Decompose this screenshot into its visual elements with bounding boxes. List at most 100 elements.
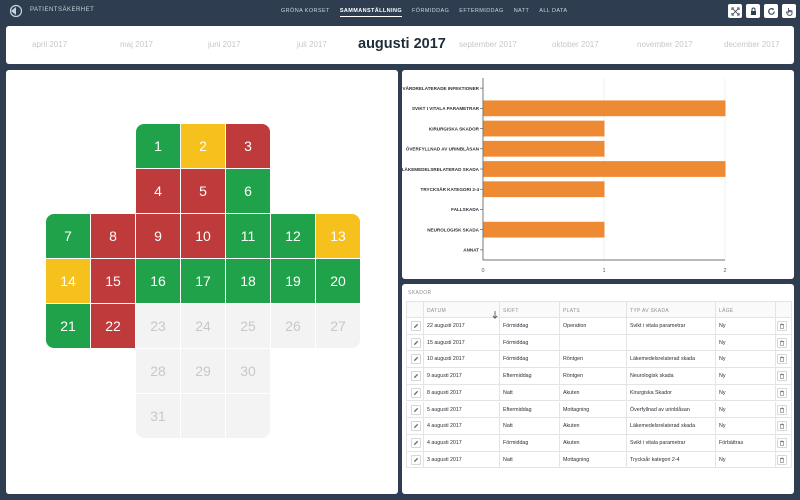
- category-label: VÅRDRELATERADE INFEKTIONER: [403, 85, 480, 91]
- calendar-day[interactable]: 31: [136, 394, 180, 438]
- table-row[interactable]: 4 augusti 2017 Förmiddag Akuten Svikt i vit…: [406, 434, 792, 452]
- calendar-day[interactable]: 20: [316, 259, 360, 303]
- month-item[interactable]: oktober 2017: [552, 40, 599, 49]
- nav-tab[interactable]: SAMMANSTÄLLNING: [335, 0, 407, 22]
- calendar-day[interactable]: 6: [226, 169, 270, 213]
- column-header[interactable]: DATUM: [427, 308, 446, 314]
- calendar-day[interactable]: 3: [226, 124, 270, 168]
- delete-button[interactable]: [777, 454, 787, 465]
- touch-mode-button[interactable]: [782, 4, 796, 18]
- calendar-day[interactable]: 29: [181, 349, 225, 393]
- calendar-day[interactable]: 26: [271, 304, 315, 348]
- edit-button[interactable]: [411, 421, 421, 432]
- calendar-day[interactable]: 21: [46, 304, 90, 348]
- column-divider: [775, 334, 776, 351]
- calendar-day[interactable]: 24: [181, 304, 225, 348]
- lock-button[interactable]: [746, 4, 760, 18]
- calendar-day[interactable]: 10: [181, 214, 225, 258]
- table-cell: 8 augusti 2017: [427, 389, 462, 396]
- edit-button[interactable]: [411, 354, 421, 365]
- month-item[interactable]: juli 2017: [297, 40, 327, 49]
- column-divider: [423, 451, 424, 468]
- category-label: FALLSKADA: [451, 207, 479, 212]
- table-cell: Mottagning: [563, 456, 590, 463]
- sort-desc-icon[interactable]: [492, 306, 498, 324]
- table-row[interactable]: 3 augusti 2017 Natt Mottagning Trycksår kat…: [406, 451, 792, 469]
- month-item[interactable]: september 2017: [459, 40, 517, 49]
- calendar-day[interactable]: 8: [91, 214, 135, 258]
- edit-button[interactable]: [411, 387, 421, 398]
- delete-button[interactable]: [777, 437, 787, 448]
- calendar-day[interactable]: 13: [316, 214, 360, 258]
- calendar-day[interactable]: 4: [136, 169, 180, 213]
- table-row[interactable]: 5 augusti 2017 Eftermiddag Mottagning Överf…: [406, 401, 792, 419]
- column-header[interactable]: SKIFT: [503, 308, 519, 314]
- calendar-day[interactable]: 9: [136, 214, 180, 258]
- table-cell: Förmiddag: [503, 356, 529, 363]
- calendar-day[interactable]: 14: [46, 259, 90, 303]
- nav-tab[interactable]: EFTERMIDDAG: [454, 0, 508, 22]
- calendar-day[interactable]: 23: [136, 304, 180, 348]
- calendar-day[interactable]: 25: [226, 304, 270, 348]
- calendar-day[interactable]: 15: [91, 259, 135, 303]
- calendar-day[interactable]: 7: [46, 214, 90, 258]
- fullscreen-button[interactable]: [728, 4, 742, 18]
- edit-button[interactable]: [411, 371, 421, 382]
- month-item[interactable]: november 2017: [637, 40, 693, 49]
- month-item[interactable]: december 2017: [724, 40, 780, 49]
- month-item[interactable]: april 2017: [32, 40, 68, 49]
- table-row[interactable]: 15 augusti 2017 Förmiddag Ny: [406, 334, 792, 352]
- calendar-day[interactable]: 16: [136, 259, 180, 303]
- calendar-day[interactable]: 1: [136, 124, 180, 168]
- table-row[interactable]: 4 augusti 2017 Natt Akuten Läkemedelsrelate…: [406, 418, 792, 435]
- calendar-day[interactable]: 30: [226, 349, 270, 393]
- column-divider: [499, 368, 500, 385]
- edit-button[interactable]: [411, 454, 421, 465]
- column-divider: [423, 434, 424, 451]
- calendar-day[interactable]: 22: [91, 304, 135, 348]
- nav-tab[interactable]: NATT: [509, 0, 535, 22]
- column-header[interactable]: TYP AV SKADA: [630, 308, 669, 314]
- calendar-day[interactable]: 2: [181, 124, 225, 168]
- column-divider: [423, 401, 424, 418]
- edit-button[interactable]: [411, 404, 421, 415]
- month-item[interactable]: juni 2017: [208, 40, 241, 49]
- calendar-day[interactable]: 19: [271, 259, 315, 303]
- table-cell: 4 augusti 2017: [427, 439, 462, 446]
- calendar-day[interactable]: 28: [136, 349, 180, 393]
- column-divider: [626, 451, 627, 468]
- table-row[interactable]: 9 augusti 2017 Eftermiddag Röntgen Neurolog…: [406, 368, 792, 385]
- table-title: SKADOR: [408, 290, 432, 296]
- calendar-day[interactable]: 17: [181, 259, 225, 303]
- nav-tab[interactable]: ALL DATA: [534, 0, 572, 22]
- table-cell: Ny: [719, 356, 726, 363]
- nav-tab[interactable]: FÖRMIDDAG: [407, 0, 454, 22]
- calendar-day[interactable]: 5: [181, 169, 225, 213]
- table-row[interactable]: 10 augusti 2017 Förmiddag Röntgen Läkemedel…: [406, 351, 792, 369]
- calendar-day[interactable]: 27: [316, 304, 360, 348]
- delete-button[interactable]: [777, 321, 787, 331]
- bar: [483, 181, 605, 198]
- column-header[interactable]: PLATS: [563, 308, 580, 314]
- column-header[interactable]: LÄGE: [719, 308, 734, 314]
- month-item[interactable]: maj 2017: [120, 40, 153, 49]
- delete-button[interactable]: [777, 354, 787, 365]
- delete-button[interactable]: [777, 371, 787, 382]
- table-row[interactable]: 22 augusti 2017 Förmiddag Operation Svikt i…: [406, 318, 792, 335]
- refresh-button[interactable]: [764, 4, 778, 18]
- calendar-day[interactable]: 12: [271, 214, 315, 258]
- column-divider: [775, 351, 776, 368]
- edit-button[interactable]: [411, 437, 421, 448]
- delete-button[interactable]: [777, 387, 787, 398]
- edit-button[interactable]: [411, 321, 421, 331]
- delete-button[interactable]: [777, 337, 787, 348]
- delete-button[interactable]: [777, 404, 787, 415]
- calendar-day[interactable]: 11: [226, 214, 270, 258]
- table-cell: Operation: [563, 323, 587, 329]
- delete-button[interactable]: [777, 421, 787, 432]
- calendar-day[interactable]: 18: [226, 259, 270, 303]
- month-current[interactable]: augusti 2017: [358, 36, 446, 52]
- table-row[interactable]: 8 augusti 2017 Natt Akuten Kirurgiska Skado…: [406, 384, 792, 402]
- edit-button[interactable]: [411, 337, 421, 348]
- nav-tab[interactable]: GRÖNA KORSET: [276, 0, 335, 22]
